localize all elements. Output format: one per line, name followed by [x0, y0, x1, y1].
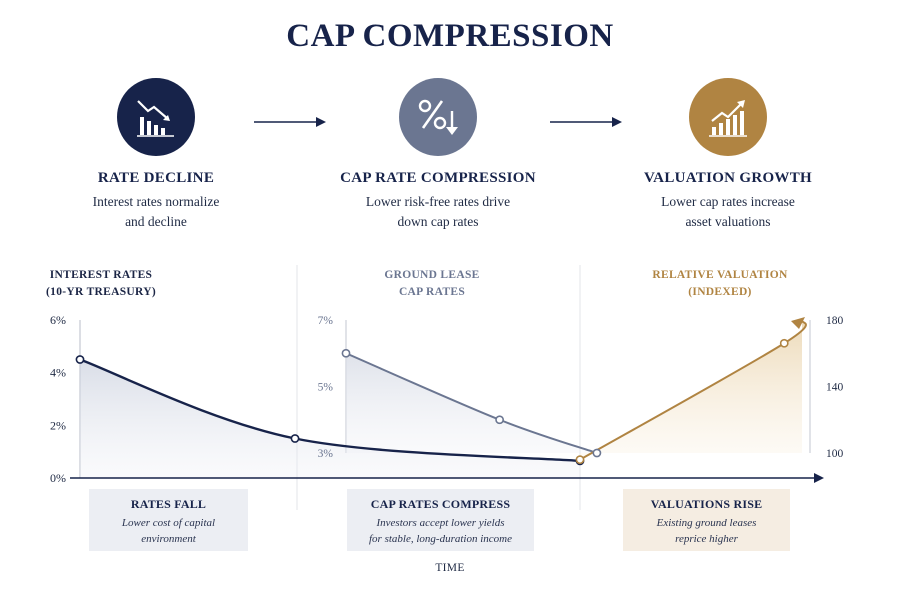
chart-up-icon	[689, 78, 767, 156]
step-heading: VALUATION GROWTH	[643, 170, 813, 186]
valuation-arrowhead-icon	[791, 317, 805, 329]
interest-rate-tick-label: 0%	[50, 471, 66, 485]
arrow-right-icon	[254, 117, 326, 127]
cap-rate-area	[346, 353, 597, 453]
interest-rate-tick-label: 2%	[50, 418, 66, 432]
valuation-line	[579, 319, 807, 461]
valuation-point	[575, 455, 585, 465]
page-title: CAP COMPRESSION	[286, 18, 614, 54]
step-description: Lower risk-free rates drive down cap rat…	[365, 194, 511, 229]
interest-rate-area	[80, 359, 580, 478]
interest-rate-point	[290, 434, 300, 443]
box-cap-rates-compress: CAP RATES COMPRESS Investors accept lowe…	[347, 489, 534, 551]
arrow-right-icon	[550, 117, 622, 127]
interest-rate-point	[75, 355, 85, 364]
interest-rate-tick-label: 4%	[50, 366, 66, 380]
cap-rate-point	[495, 415, 504, 425]
percent-down-icon	[399, 78, 477, 156]
box-rates-fall: RATES FALL Lower cost of capital environm…	[89, 489, 248, 551]
valuation-area	[580, 320, 806, 460]
valuation-point	[779, 338, 789, 348]
step-heading: CAP RATE COMPRESSION	[340, 170, 536, 186]
panel-label-cap-rates: GROUND LEASE CAP RATES	[384, 269, 480, 298]
interest-rate-tick-label: 6%	[50, 313, 66, 327]
cap-rate-tick-label: 3%	[318, 448, 334, 460]
box-valuations-rise: VALUATIONS RISE Existing ground leases re…	[623, 489, 790, 551]
panel-label-interest-rates: INTEREST RATES (10-YR TREASURY)	[46, 269, 156, 298]
panel-label-valuation: RELATIVE VALUATION (INDEXED)	[652, 269, 788, 298]
step-cap-rate-compression: CAP RATE COMPRESSION Lower risk-free rat…	[318, 78, 558, 232]
valuation-tick-label: 180	[826, 315, 844, 327]
cap-rate-tick-label: 7%	[318, 315, 334, 327]
step-description: Interest rates normalize and decline	[92, 194, 220, 229]
x-axis-arrow-icon	[814, 473, 824, 483]
cap-rate-point	[341, 348, 351, 358]
step-rate-decline: RATE DECLINE Interest rates normalize an…	[36, 78, 276, 232]
step-heading: RATE DECLINE	[97, 170, 215, 186]
valuation-tick-label: 100	[826, 448, 844, 460]
cap-rate-tick-label: 5%	[318, 382, 334, 394]
step-valuation-growth: VALUATION GROWTH Lower cap rates increas…	[608, 78, 848, 232]
x-axis-label: TIME	[435, 562, 465, 574]
step-description: Lower cap rates increase asset valuation…	[661, 194, 795, 229]
valuation-tick-label: 140	[826, 382, 844, 394]
cap-rate-point	[592, 448, 602, 458]
chart-down-icon	[117, 78, 195, 156]
